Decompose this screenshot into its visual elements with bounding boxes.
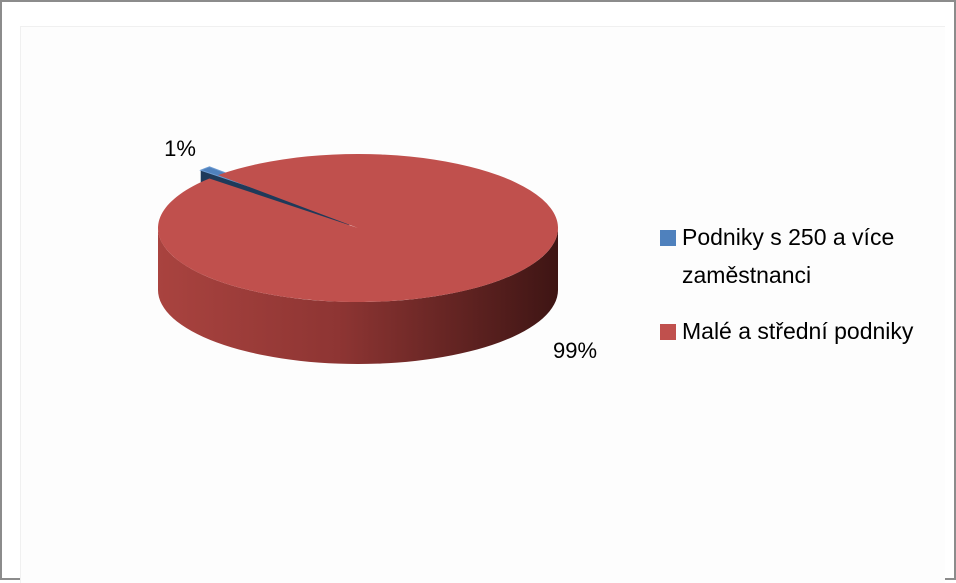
pie-side <box>158 228 558 364</box>
legend-swatch <box>660 324 676 340</box>
legend-label: Malé a střední podniky <box>682 318 914 344</box>
pie-slice <box>157 154 558 303</box>
legend-label: Podniky s 250 a více zaměstnanci <box>682 224 895 288</box>
data-label: 1% <box>164 136 196 161</box>
legend-swatch <box>660 230 676 246</box>
data-label: 99% <box>553 338 597 363</box>
